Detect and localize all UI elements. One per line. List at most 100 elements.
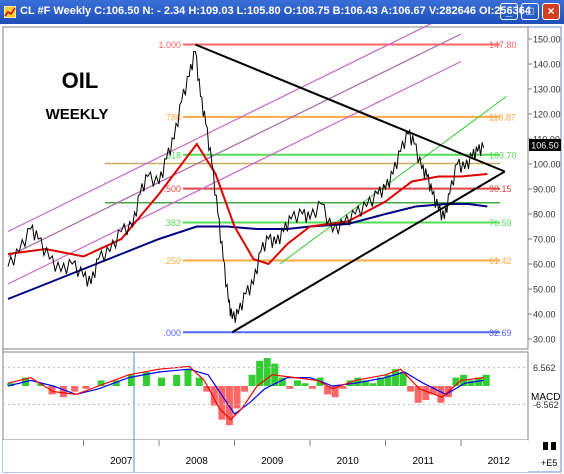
macd-histogram-bar [414, 386, 422, 403]
y-tick-label: 80.00 [533, 210, 556, 220]
macd-histogram-bar [376, 377, 384, 386]
fib-value-label: 32.69 [489, 328, 512, 338]
x-tick-label: 2009 [261, 456, 284, 467]
fib-value-label: 147.80 [489, 40, 517, 50]
macd-histogram-bar [482, 374, 490, 386]
macd-histogram-bar [407, 386, 415, 392]
macd-histogram-bar [399, 372, 407, 386]
fib-ratio-label: .500 [163, 184, 181, 194]
title-bar[interactable]: CL #F Weekly C:106.50 N: - 2.34 H:109.03… [0, 0, 564, 24]
fib-value-label: 118.87 [489, 112, 516, 122]
macd-histogram-bar [37, 383, 45, 386]
macd-histogram-bar [278, 377, 286, 386]
y-tick-label: 50.00 [533, 285, 556, 295]
macd-histogram-bar [184, 369, 192, 386]
channel-line-0 [7, 33, 462, 258]
macd-histogram-bar [293, 380, 301, 386]
fib-ratio-label: .618 [163, 150, 181, 160]
macd-histogram-bar [437, 386, 445, 403]
moving-average-red [7, 142, 488, 266]
macd-histogram-bar [309, 386, 316, 389]
fib-value-label: 61.42 [489, 256, 512, 266]
macd-signal-line [7, 368, 484, 415]
date-axis-band [3, 440, 528, 472]
y-tick-label: 130.00 [533, 85, 561, 95]
macd-label: MACD [531, 392, 560, 403]
fib-value-label: 90.15 [489, 184, 512, 194]
macd-histogram-bar [241, 386, 249, 392]
macd-histogram-bar [233, 386, 241, 409]
macd-histogram-bar [195, 377, 203, 386]
fib-ratio-label: .382 [163, 218, 181, 228]
macd-histogram-bar [173, 374, 181, 386]
macd-histogram-bar [384, 374, 392, 386]
macd-histogram-bar [59, 386, 67, 398]
macd-histogram-bar [158, 377, 165, 386]
scroll-handle-left[interactable] [543, 442, 548, 450]
close-button[interactable]: × [542, 3, 560, 20]
macd-histogram-bar [97, 380, 105, 386]
channel-line-2 [7, 60, 462, 285]
fib-value-label: 76.59 [489, 218, 512, 228]
fib-ratio-label: .000 [163, 328, 181, 338]
channel-line-1 [7, 24, 432, 233]
macd-histogram-bar [475, 377, 483, 386]
macd-histogram-bar [210, 386, 218, 406]
green-trend-line [279, 96, 507, 265]
macd-line [7, 365, 484, 421]
macd-histogram-bar [346, 380, 354, 386]
macd-histogram-bar [467, 380, 475, 386]
macd-tick-label: -6.562 [533, 400, 559, 410]
fib-ratio-label: 1.000 [158, 40, 181, 50]
scroll-handle-right[interactable] [551, 442, 556, 450]
maximize-button[interactable]: □ [521, 3, 539, 20]
fib-ratio-label: .250 [163, 256, 181, 266]
minimize-button[interactable]: _ [500, 3, 518, 20]
y-tick-label: 40.00 [533, 310, 556, 320]
macd-histogram-bar [392, 369, 400, 386]
macd-histogram-bar [248, 374, 256, 386]
macd-histogram-bar [331, 386, 339, 398]
macd-histogram-bar [7, 383, 14, 386]
macd-histogram-bar [369, 383, 377, 386]
x-tick-label: 2010 [337, 456, 360, 467]
macd-histogram-bar [286, 386, 294, 389]
macd-histogram-bar [263, 358, 271, 386]
macd-histogram-bar [256, 360, 264, 386]
macd-histogram-bar [142, 372, 150, 386]
macd-histogram-bar [218, 386, 226, 420]
y-tick-label: 120.00 [533, 110, 561, 120]
macd-histogram-bar [354, 377, 362, 386]
fib-value-label: 103.70 [489, 150, 517, 160]
y-tick-label: 100.00 [533, 160, 561, 170]
extra-axis-label: +E5 [541, 458, 557, 468]
macd-histogram-bar [429, 386, 437, 395]
triangle-lower-trendline [231, 170, 506, 334]
y-tick-label: 90.00 [533, 185, 556, 195]
macd-histogram-bar [361, 380, 369, 386]
x-tick-label: 2011 [412, 456, 434, 467]
chart-title: OIL [62, 68, 99, 93]
macd-histogram-bar [301, 383, 309, 386]
y-tick-label: 70.00 [533, 235, 556, 245]
x-tick-label: 2007 [110, 456, 133, 467]
macd-histogram-bar [339, 386, 347, 389]
macd-histogram-bar [422, 386, 430, 400]
last-price-tag [529, 139, 561, 151]
moving-average-blue [7, 203, 488, 300]
minimize-icon: _ [505, 4, 513, 18]
x-tick-label: 2012 [488, 456, 511, 467]
y-tick-label: 150.00 [533, 35, 561, 45]
macd-histogram-bar [112, 380, 120, 386]
triangle-upper-trendline [194, 43, 506, 173]
macd-histogram-bar [71, 386, 79, 392]
chart-area[interactable]: 1.000 147.80 .786 118.87 .618 103.70 .500 90.15… [0, 24, 564, 474]
last-price-label: 106.50 [531, 141, 559, 151]
y-tick-label: 140.00 [533, 60, 561, 70]
y-tick-label: 30.00 [533, 335, 556, 345]
macd-histogram-bar [452, 377, 460, 386]
fib-ratio-label: .786 [163, 112, 181, 122]
app-icon [4, 6, 16, 18]
price-series-line [7, 51, 485, 323]
